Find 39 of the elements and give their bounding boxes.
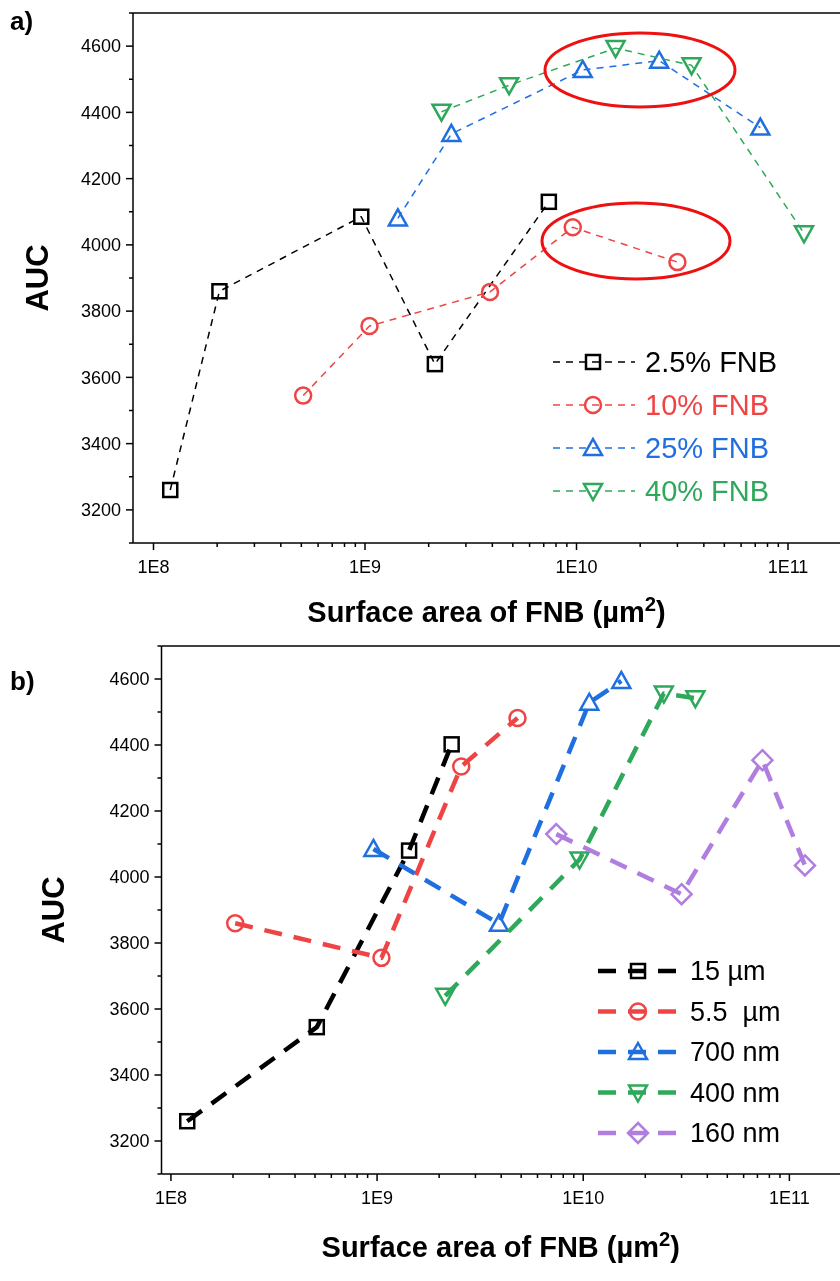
y-tick-label: 3600 (109, 999, 150, 1020)
x-axis-title: Surface area of FNB (µm$^{2}$) (321, 1228, 680, 1263)
y-tick-label: 4600 (109, 669, 150, 690)
legend-label: 25% FNB (645, 432, 770, 465)
legend-label: 700 nm (690, 1037, 781, 1068)
y-tick-label: 3600 (80, 367, 121, 388)
y-tick-label: 4200 (109, 801, 150, 822)
legend-label: 40% FNB (645, 475, 770, 508)
x-axis-title: Surface area of FNB (µm$^{2}$) (307, 593, 666, 628)
legend-label: 400 nm (690, 1077, 781, 1108)
x-tick-label: 1E8 (154, 1188, 187, 1208)
y-tick-label: 3400 (80, 433, 121, 454)
x-tick-label: 1E9 (348, 557, 382, 577)
chart-title: a) (10, 6, 34, 36)
x-tick-label: 1E9 (361, 1188, 394, 1208)
legend-label: 5.5 µm (690, 996, 781, 1027)
x-tick-label: 1E11 (769, 1188, 810, 1208)
x-tick-label: 1E8 (137, 557, 170, 577)
y-tick-label: 4400 (80, 102, 121, 123)
text: b) (10, 666, 35, 696)
x-tick-label: 1E10 (555, 557, 598, 577)
legend-label: 10% FNB (645, 389, 770, 422)
y-tick-label: 3200 (109, 1131, 150, 1152)
x-tick-label: 1E10 (562, 1188, 605, 1208)
y-tick-label: 4600 (80, 36, 121, 57)
y-tick-label: 3200 (80, 500, 121, 521)
y-tick-label: 4400 (109, 735, 150, 756)
legend-label: 2.5% FNB (645, 346, 778, 379)
legend-label: 15 µm (690, 956, 766, 987)
y-tick-label: 3800 (80, 301, 121, 322)
y-tick-label: 4200 (80, 168, 121, 189)
y-axis-title: AUC (36, 876, 71, 944)
x-tick-label: 1E11 (767, 557, 809, 577)
legend-label: 160 nm (690, 1118, 781, 1149)
y-tick-label: 4000 (80, 235, 121, 256)
y-axis-title: AUC (20, 244, 55, 312)
y-tick-label: 4000 (109, 867, 150, 888)
y-tick-label: 3400 (109, 1065, 150, 1086)
y-tick-label: 3800 (109, 933, 150, 954)
